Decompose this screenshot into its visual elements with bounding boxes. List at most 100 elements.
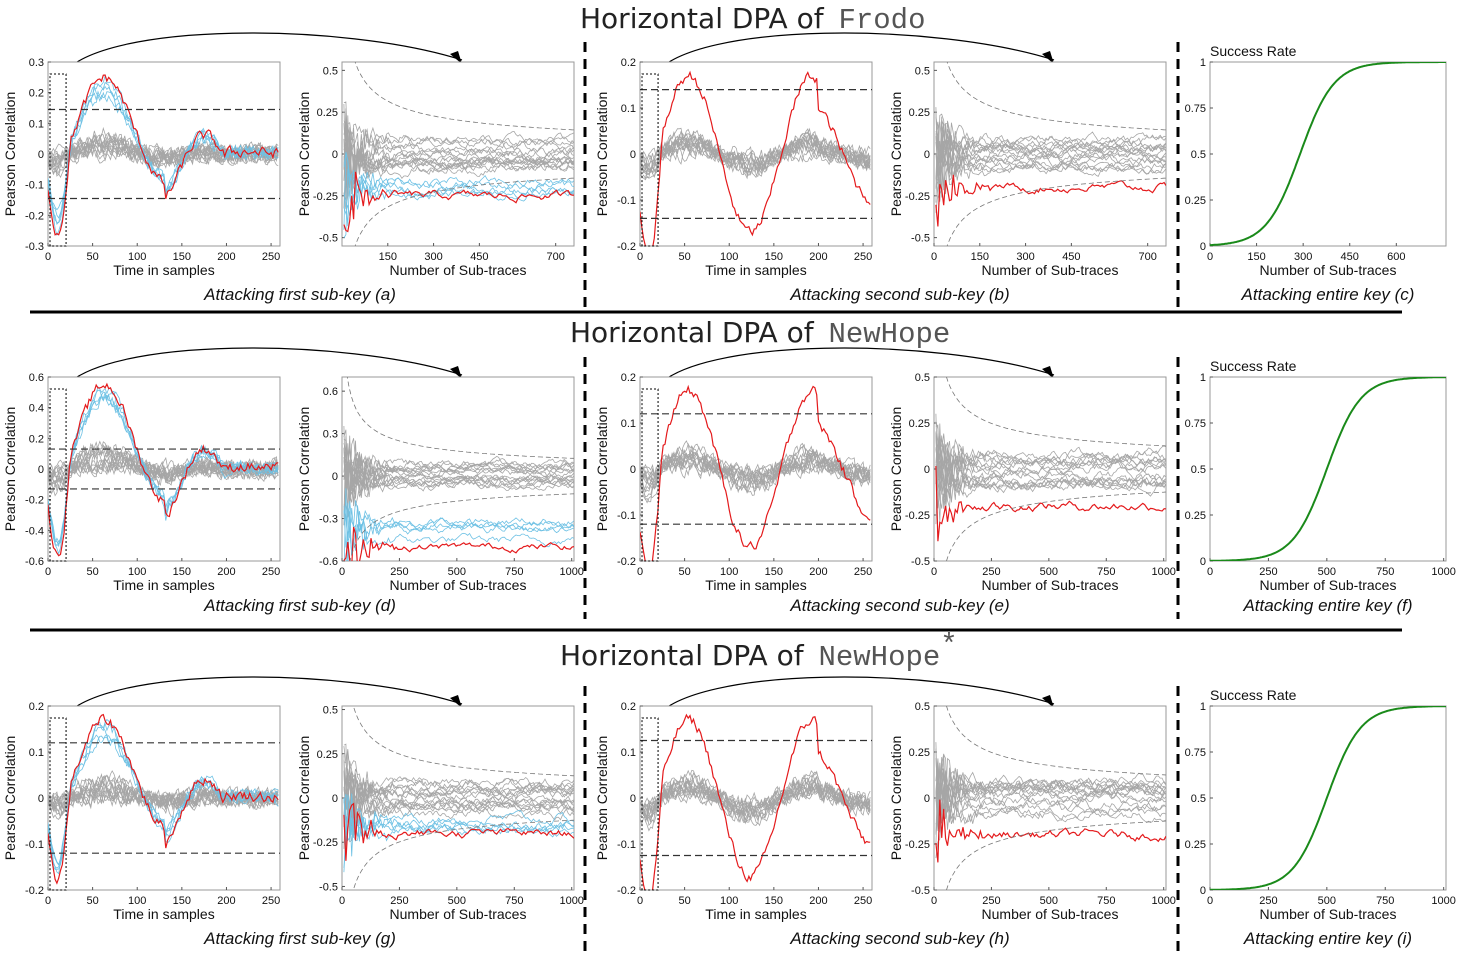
y-tick-label: -0.4 bbox=[25, 525, 44, 537]
close-guess-trace bbox=[48, 81, 279, 225]
wrong-guess-trace bbox=[48, 775, 279, 814]
panel-1-1: 0 250 500 750 1000 -0.6 -0.3 0 0.3 0.6 Number of S… bbox=[296, 376, 584, 593]
x-tick-label: 700 bbox=[1139, 251, 1157, 263]
y-tick-label: 0.4 bbox=[29, 403, 44, 415]
panel-caption: Attacking second sub-key (h) bbox=[789, 929, 1009, 948]
upper-bound bbox=[346, 377, 574, 459]
x-tick-label: 300 bbox=[424, 251, 442, 263]
panel-0-4: 0 150 300 450 600 0 0.25 0.5 0.75 1 Number of Sub-… bbox=[1185, 43, 1447, 304]
wrong-guess-curve bbox=[935, 433, 1166, 478]
wrong-guess-trace bbox=[640, 781, 871, 815]
row-title: Horizontal DPA of NewHope bbox=[570, 316, 950, 351]
row-title-scheme: NewHope bbox=[818, 641, 940, 674]
x-tick-label: 100 bbox=[128, 566, 146, 578]
y-axis-label: Pearson Correlation bbox=[888, 407, 904, 532]
wrong-guess-trace bbox=[640, 452, 871, 492]
upper-bound bbox=[946, 706, 1166, 776]
x-tick-label: 250 bbox=[1259, 895, 1277, 907]
panel-1-2: 0 50 100 150 200 250 -0.2 -0.1 0 0.1 0.2 Time in sa… bbox=[594, 372, 1010, 615]
y-tick-label: -0.5 bbox=[911, 556, 930, 568]
x-tick-label: 1000 bbox=[559, 566, 583, 578]
x-tick-label: 750 bbox=[1097, 566, 1115, 578]
wrong-guess-trace bbox=[48, 783, 279, 809]
close-guess-curve bbox=[343, 793, 574, 842]
y-tick-label: 0.2 bbox=[29, 88, 44, 100]
y-tick-label: 0 bbox=[924, 793, 930, 805]
y-tick-label: -0.1 bbox=[617, 195, 636, 207]
close-guess-curve bbox=[343, 793, 574, 840]
close-guess-trace bbox=[48, 718, 279, 870]
plot-area bbox=[48, 74, 280, 237]
wrong-guess-curve bbox=[935, 116, 1166, 174]
y-tick-label: 0.2 bbox=[621, 372, 636, 384]
y-tick-label: 0.5 bbox=[915, 372, 930, 384]
success-rate-curve bbox=[1210, 706, 1446, 890]
y-tick-label: 0.6 bbox=[323, 386, 338, 398]
x-tick-label: 100 bbox=[720, 566, 738, 578]
wrong-guess-curve bbox=[935, 748, 1166, 829]
x-tick-label: 150 bbox=[173, 566, 191, 578]
y-axis-label: Pearson Correlation bbox=[2, 736, 18, 861]
upper-bound bbox=[352, 706, 574, 777]
y-tick-label: 0.25 bbox=[909, 418, 930, 430]
zoom-arrow bbox=[62, 676, 463, 719]
x-axis-label: Number of Sub-traces bbox=[390, 577, 527, 593]
x-tick-label: 250 bbox=[262, 566, 280, 578]
plot-area bbox=[640, 70, 872, 246]
panel-caption: Attacking entire key (c) bbox=[1241, 285, 1415, 304]
y-tick-label: 0.5 bbox=[1191, 464, 1206, 476]
y-tick-label: -0.2 bbox=[25, 495, 44, 507]
close-guess-trace bbox=[48, 386, 279, 555]
x-axis-label: Number of Sub-traces bbox=[390, 906, 527, 922]
panel-caption: Attacking first sub-key (d) bbox=[203, 596, 396, 615]
lower-bound bbox=[349, 493, 574, 561]
wrong-guess-curve bbox=[343, 770, 574, 849]
x-tick-label: 750 bbox=[1376, 566, 1394, 578]
plot-area bbox=[640, 384, 872, 561]
x-tick-label: 200 bbox=[809, 566, 827, 578]
x-tick-label: 200 bbox=[217, 251, 235, 263]
panel-2-4: 0 250 500 750 1000 0 0.25 0.5 0.75 1 Number of Sub… bbox=[1185, 687, 1456, 948]
x-tick-label: 250 bbox=[982, 895, 1000, 907]
y-tick-label: 0.3 bbox=[323, 429, 338, 441]
x-tick-label: 0 bbox=[931, 895, 937, 907]
x-tick-label: 50 bbox=[86, 566, 98, 578]
wrong-guess-curve bbox=[343, 448, 574, 498]
wrong-guess-curve bbox=[935, 774, 1166, 835]
x-tick-label: 500 bbox=[1040, 895, 1058, 907]
y-tick-label: 0.3 bbox=[29, 57, 44, 69]
success-rate-curve bbox=[1210, 377, 1446, 561]
row-title-scheme: NewHope bbox=[828, 318, 950, 351]
y-tick-label: 1 bbox=[1200, 372, 1206, 384]
panel-2-0: 0 50 100 150 200 250 -0.2 -0.1 0 0.1 0.2 Time in sa… bbox=[2, 701, 396, 948]
x-tick-label: 250 bbox=[854, 895, 872, 907]
x-tick-label: 250 bbox=[262, 251, 280, 263]
plot-area bbox=[343, 706, 574, 890]
correct-guess-trace bbox=[640, 384, 871, 561]
y-tick-label: -0.5 bbox=[911, 233, 930, 245]
wrong-guess-curve bbox=[343, 123, 574, 167]
y-tick-label: 0 bbox=[38, 149, 44, 161]
zoom-arrow bbox=[654, 347, 1055, 390]
y-axis-label: Pearson Correlation bbox=[594, 407, 610, 532]
panel-caption: Attacking entire key (i) bbox=[1243, 929, 1412, 948]
y-tick-label: 0.25 bbox=[909, 747, 930, 759]
x-axis-label: Number of Sub-traces bbox=[982, 906, 1119, 922]
x-tick-label: 150 bbox=[765, 895, 783, 907]
y-tick-label: -0.2 bbox=[25, 885, 44, 897]
selection-box bbox=[49, 388, 67, 562]
x-axis-label: Number of Sub-traces bbox=[390, 262, 527, 278]
plot-area bbox=[1210, 377, 1446, 561]
y-tick-label: 0.2 bbox=[29, 701, 44, 713]
x-axis-label: Number of Sub-traces bbox=[982, 577, 1119, 593]
wrong-guess-curve bbox=[935, 770, 1166, 829]
wrong-guess-curve bbox=[935, 435, 1166, 492]
wrong-guess-trace bbox=[640, 778, 871, 818]
panel-caption: Attacking entire key (f) bbox=[1242, 596, 1412, 615]
x-tick-label: 50 bbox=[678, 566, 690, 578]
plot-area bbox=[48, 713, 280, 885]
y-tick-label: 0 bbox=[332, 793, 338, 805]
x-tick-label: 1000 bbox=[1431, 566, 1455, 578]
y-tick-label: 0.2 bbox=[29, 433, 44, 445]
y-tick-label: -0.1 bbox=[617, 510, 636, 522]
